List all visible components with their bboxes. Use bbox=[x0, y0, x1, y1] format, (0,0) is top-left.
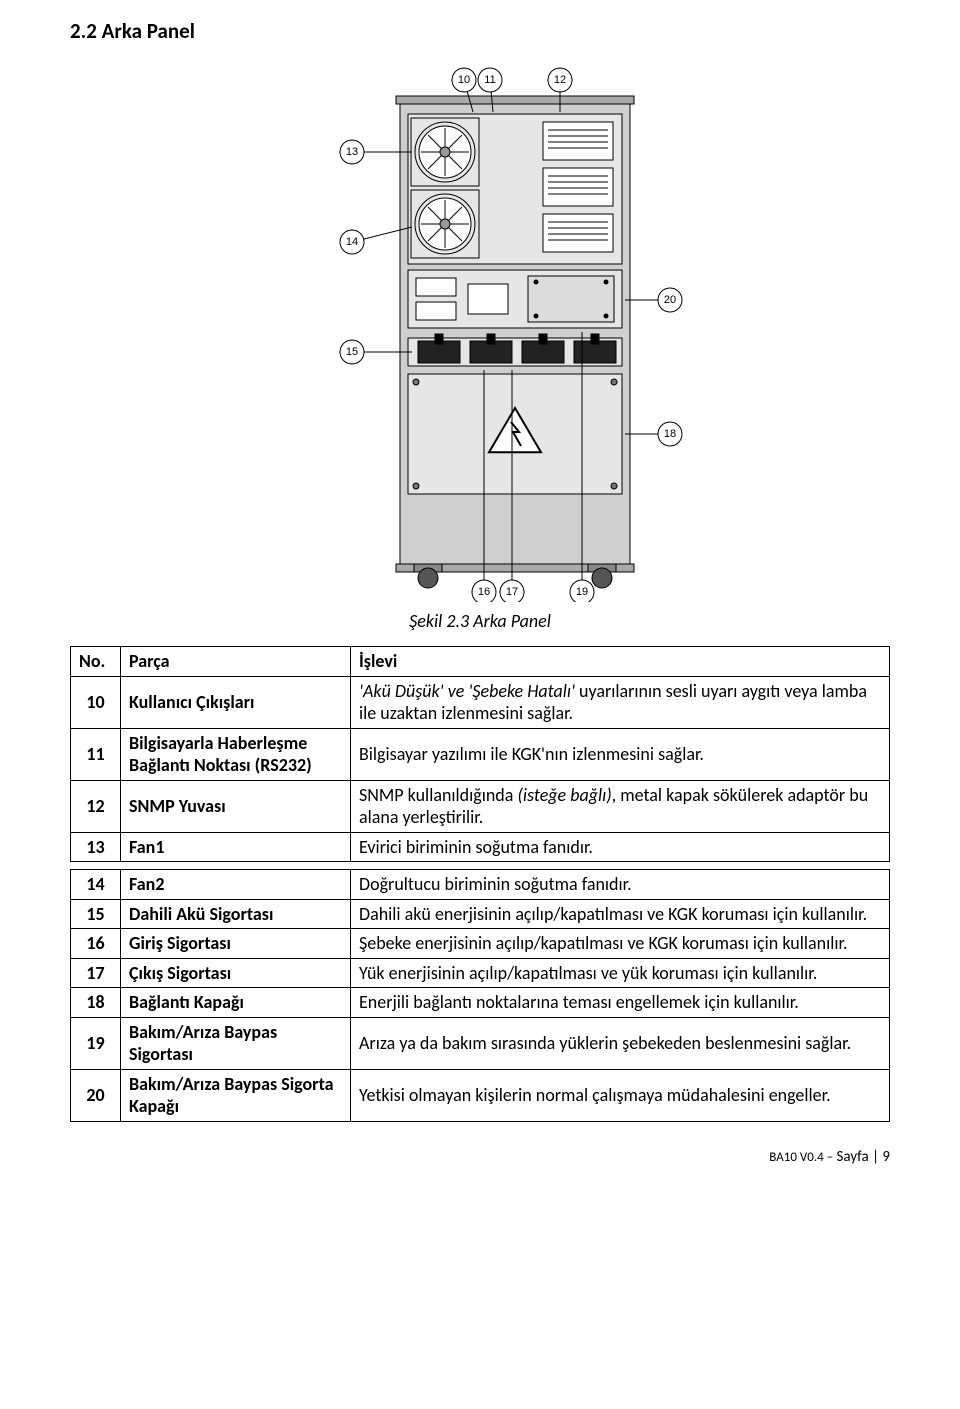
table-header-row: No. Parça İşlevi bbox=[71, 647, 890, 677]
table-row: 20Bakım/Arıza Baypas Sigorta KapağıYetki… bbox=[71, 1069, 890, 1121]
cell-no: 20 bbox=[71, 1069, 121, 1121]
cell-func: Yetkisi olmayan kişilerin normal çalışma… bbox=[351, 1069, 890, 1121]
cell-no: 13 bbox=[71, 832, 121, 862]
svg-text:17: 17 bbox=[506, 586, 518, 598]
cell-no: 11 bbox=[71, 728, 121, 780]
svg-text:14: 14 bbox=[346, 236, 358, 248]
cell-func: Yük enerjisinin açılıp/kapatılması ve yü… bbox=[351, 958, 890, 988]
table-row: 19Bakım/Arıza Baypas SigortasıArıza ya d… bbox=[71, 1017, 890, 1069]
cell-part: Giriş Sigortası bbox=[121, 929, 351, 959]
figure-caption: Şekil 2.3 Arka Panel bbox=[70, 610, 890, 632]
table-row: 12SNMP YuvasıSNMP kullanıldığında (isteğ… bbox=[71, 780, 890, 832]
document-page: 2.2 Arka Panel 1011121314201518161719 Şe… bbox=[0, 0, 960, 1196]
cell-part: Bilgisayarla Haberleşme Bağlantı Noktası… bbox=[121, 728, 351, 780]
cell-no: 16 bbox=[71, 929, 121, 959]
svg-text:19: 19 bbox=[576, 586, 588, 598]
table-row: 13Fan1Evirici biriminin soğutma fanıdır. bbox=[71, 832, 890, 862]
page-footer: BA10 V0.4 – Sayfa | 9 bbox=[70, 1148, 890, 1166]
section-heading: 2.2 Arka Panel bbox=[70, 18, 890, 44]
cell-no: 15 bbox=[71, 899, 121, 929]
parts-table: No. Parça İşlevi 10Kullanıcı Çıkışları'A… bbox=[70, 646, 890, 1122]
svg-text:15: 15 bbox=[346, 346, 358, 358]
cell-part: Bağlantı Kapağı bbox=[121, 988, 351, 1018]
page-label: Sayfa bbox=[837, 1148, 869, 1166]
page-number: 9 bbox=[882, 1148, 890, 1166]
cell-part: Kullanıcı Çıkışları bbox=[121, 676, 351, 728]
doc-id: BA10 V0.4 – bbox=[769, 1150, 833, 1165]
cell-func: Doğrultucu biriminin soğutma fanıdır. bbox=[351, 870, 890, 900]
svg-text:18: 18 bbox=[664, 428, 676, 440]
cell-func: Şebeke enerjisinin açılıp/kapatılması ve… bbox=[351, 929, 890, 959]
cell-part: SNMP Yuvası bbox=[121, 780, 351, 832]
cell-no: 14 bbox=[71, 870, 121, 900]
table-row: 10Kullanıcı Çıkışları'Akü Düşük' ve 'Şeb… bbox=[71, 676, 890, 728]
svg-text:12: 12 bbox=[554, 74, 566, 86]
table-row: 11Bilgisayarla Haberleşme Bağlantı Nokta… bbox=[71, 728, 890, 780]
cell-part: Fan1 bbox=[121, 832, 351, 862]
col-no: No. bbox=[71, 647, 121, 677]
cell-part: Çıkış Sigortası bbox=[121, 958, 351, 988]
cell-part: Dahili Akü Sigortası bbox=[121, 899, 351, 929]
svg-text:11: 11 bbox=[484, 74, 495, 86]
rear-panel-diagram: 10 11 12 13 14 20 15 18 16 17 19 bbox=[240, 62, 720, 602]
cell-part: Bakım/Arıza Baypas Sigortası bbox=[121, 1017, 351, 1069]
diagram-container: 10 11 12 13 14 20 15 18 16 17 19 bbox=[70, 62, 890, 602]
svg-text:20: 20 bbox=[664, 294, 676, 306]
cell-func: Arıza ya da bakım sırasında yüklerin şeb… bbox=[351, 1017, 890, 1069]
cell-func: Enerjili bağlantı noktalarına teması eng… bbox=[351, 988, 890, 1018]
table-row: 15Dahili Akü SigortasıDahili akü enerjis… bbox=[71, 899, 890, 929]
table-row: 14Fan2Doğrultucu biriminin soğutma fanıd… bbox=[71, 870, 890, 900]
table-row: 17Çıkış SigortasıYük enerjisinin açılıp/… bbox=[71, 958, 890, 988]
page-sep: | bbox=[872, 1148, 879, 1166]
cell-func: 'Akü Düşük' ve 'Şebeke Hatalı' uyarıları… bbox=[351, 676, 890, 728]
cell-no: 10 bbox=[71, 676, 121, 728]
col-func: İşlevi bbox=[351, 647, 890, 677]
cell-no: 12 bbox=[71, 780, 121, 832]
table-row: 16Giriş SigortasıŞebeke enerjisinin açıl… bbox=[71, 929, 890, 959]
svg-text:16: 16 bbox=[478, 586, 490, 598]
col-part: Parça bbox=[121, 647, 351, 677]
cell-func: Evirici biriminin soğutma fanıdır. bbox=[351, 832, 890, 862]
cell-func: SNMP kullanıldığında (isteğe bağlı), met… bbox=[351, 780, 890, 832]
cell-part: Bakım/Arıza Baypas Sigorta Kapağı bbox=[121, 1069, 351, 1121]
cell-func: Bilgisayar yazılımı ile KGK'nın izlenmes… bbox=[351, 728, 890, 780]
svg-text:10: 10 bbox=[458, 74, 470, 86]
cell-part: Fan2 bbox=[121, 870, 351, 900]
table-row: 18Bağlantı KapağıEnerjili bağlantı nokta… bbox=[71, 988, 890, 1018]
cell-no: 17 bbox=[71, 958, 121, 988]
cell-no: 19 bbox=[71, 1017, 121, 1069]
svg-text:13: 13 bbox=[346, 146, 358, 158]
table-spacer-row bbox=[71, 862, 890, 870]
cell-no: 18 bbox=[71, 988, 121, 1018]
cell-func: Dahili akü enerjisinin açılıp/kapatılmas… bbox=[351, 899, 890, 929]
